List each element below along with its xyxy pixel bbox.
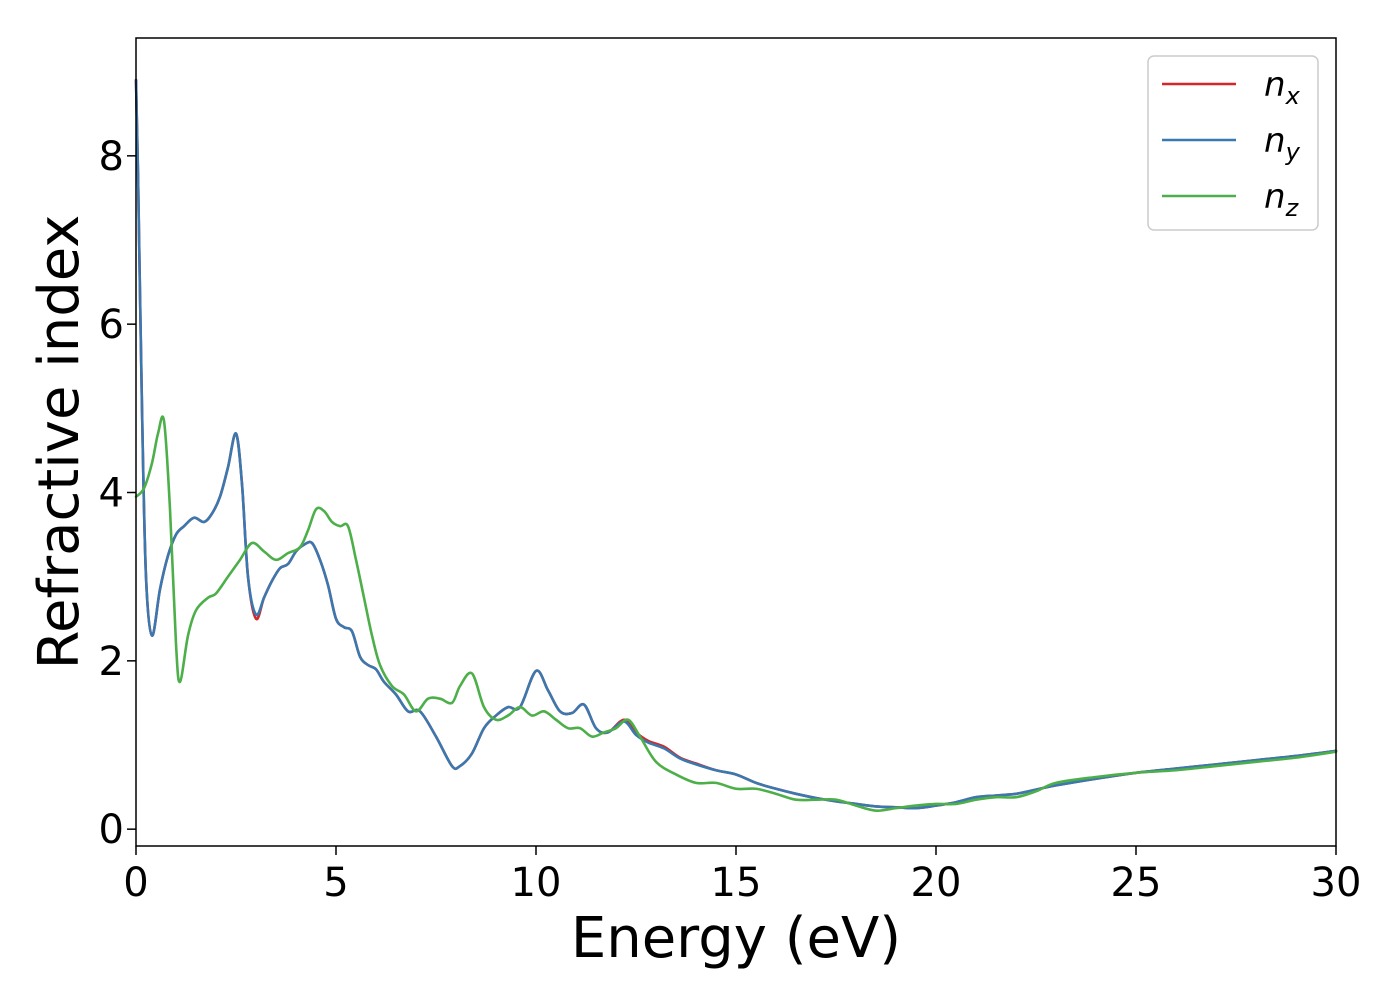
legend-label-nz: nz [1264,177,1300,222]
series-layer [134,78,1338,812]
y-axis-ticks: 0 2 4 6 8 [99,134,136,853]
y-tick-label: 0 [99,807,124,853]
x-tick-label: 10 [511,860,562,906]
y-tick-label: 8 [99,134,124,180]
legend: nx ny nz [1147,55,1319,231]
series-line-ny [134,78,1338,810]
legend-label-nx: nx [1264,65,1301,110]
x-axis-ticks: 0 5 10 15 20 25 30 [123,846,1361,906]
x-tick-label: 20 [911,860,962,906]
y-axis-label: Refractive index [27,215,92,670]
series-line-nz [134,415,1338,812]
legend-label-ny: ny [1264,121,1301,166]
x-tick-label: 15 [711,860,762,906]
x-tick-label: 0 [123,860,148,906]
y-tick-label: 4 [99,471,124,517]
y-tick-label: 6 [99,302,124,348]
x-tick-label: 25 [1111,860,1162,906]
y-tick-label: 2 [99,639,124,685]
legend-box [1147,55,1319,231]
legend-entries: nx ny nz [1162,65,1301,222]
x-tick-label: 5 [323,860,348,906]
x-axis-label: Energy (eV) [571,906,901,971]
x-tick-label: 30 [1311,860,1362,906]
